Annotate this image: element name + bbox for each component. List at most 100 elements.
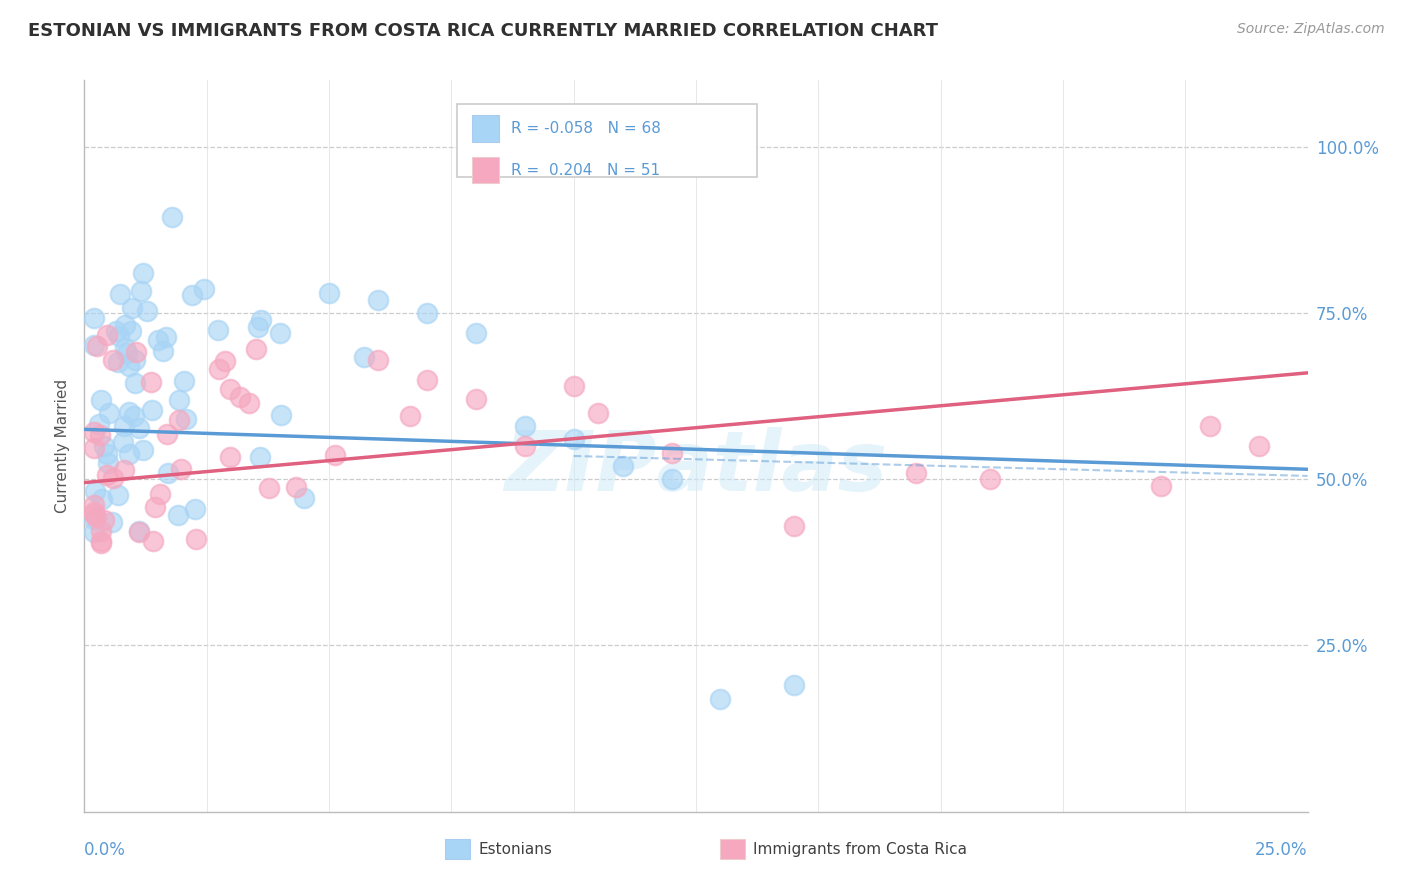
Bar <box>457 103 758 177</box>
Point <box>247 320 270 334</box>
Point <box>90 536 112 550</box>
Point <box>218 382 240 396</box>
Point <box>122 409 145 423</box>
Point <box>83 338 105 352</box>
Text: 25.0%: 25.0% <box>1256 841 1308 859</box>
Point <box>83 498 105 512</box>
Point <box>118 359 141 373</box>
Text: Immigrants from Costa Rica: Immigrants from Costa Rica <box>754 841 967 856</box>
Point <box>101 515 124 529</box>
Point <box>97 456 120 470</box>
Point <box>238 395 260 409</box>
Point <box>167 392 190 407</box>
Point <box>180 288 202 302</box>
Point <box>105 324 128 338</box>
Point <box>905 466 928 480</box>
Point <box>783 518 806 533</box>
Bar <box>720 838 745 859</box>
Point <box>86 338 108 352</box>
Point <box>586 406 609 420</box>
Point <box>167 413 190 427</box>
Point <box>124 345 146 359</box>
Point <box>83 512 105 526</box>
Point <box>89 428 111 442</box>
Point <box>90 524 112 538</box>
Point <box>93 513 115 527</box>
Point <box>114 318 136 332</box>
Point <box>416 372 439 386</box>
Point <box>124 352 146 367</box>
Point <box>108 286 131 301</box>
Y-axis label: Currently Married: Currently Married <box>55 379 70 513</box>
Point <box>124 376 146 390</box>
Point <box>91 492 114 507</box>
Point <box>83 525 105 540</box>
Point <box>245 342 267 356</box>
Point <box>96 468 118 483</box>
Point <box>193 282 215 296</box>
Point <box>1198 419 1220 434</box>
Point <box>117 405 139 419</box>
Point <box>155 329 177 343</box>
Point <box>83 505 105 519</box>
Point <box>149 487 172 501</box>
Text: R = -0.058   N = 68: R = -0.058 N = 68 <box>512 121 661 136</box>
Point <box>83 311 105 326</box>
Point <box>98 406 121 420</box>
Point <box>398 409 420 423</box>
Point <box>112 419 135 434</box>
Point <box>107 328 129 343</box>
Point <box>103 471 125 485</box>
Point <box>132 266 155 280</box>
Text: 0.0%: 0.0% <box>84 841 127 859</box>
Point <box>156 466 179 480</box>
Point <box>83 507 105 521</box>
Text: Source: ZipAtlas.com: Source: ZipAtlas.com <box>1237 22 1385 37</box>
Point <box>152 344 174 359</box>
Point <box>979 472 1001 486</box>
Point <box>117 447 139 461</box>
Point <box>174 412 197 426</box>
Point <box>270 409 292 423</box>
Point <box>612 458 634 473</box>
Point <box>141 375 163 389</box>
Point <box>120 324 142 338</box>
Point <box>323 448 346 462</box>
Point <box>207 323 229 337</box>
Point <box>83 441 105 455</box>
Point <box>162 210 184 224</box>
Point <box>128 420 150 434</box>
Point <box>90 393 112 408</box>
Point <box>156 427 179 442</box>
Point <box>562 433 585 447</box>
Point <box>129 284 152 298</box>
Point <box>87 417 110 432</box>
Point <box>709 691 731 706</box>
Point <box>207 362 229 376</box>
Point <box>112 435 135 450</box>
Point <box>121 301 143 316</box>
Point <box>367 352 389 367</box>
Point <box>83 425 105 439</box>
Point <box>249 450 271 464</box>
Bar <box>472 115 499 142</box>
Point <box>115 346 138 360</box>
Point <box>135 304 157 318</box>
Point <box>661 445 683 459</box>
Point <box>228 391 250 405</box>
Point <box>96 447 118 461</box>
Point <box>464 392 486 407</box>
Point <box>101 353 124 368</box>
Point <box>83 483 105 498</box>
Point <box>1150 479 1173 493</box>
Point <box>1247 439 1270 453</box>
Point <box>166 508 188 522</box>
Point <box>294 491 316 505</box>
Point <box>90 533 112 548</box>
Text: ZIP​atlas: ZIP​atlas <box>505 427 887 508</box>
Point <box>148 333 170 347</box>
Point <box>214 354 236 368</box>
Point <box>661 472 683 486</box>
Point <box>186 533 208 547</box>
Point <box>114 342 136 356</box>
